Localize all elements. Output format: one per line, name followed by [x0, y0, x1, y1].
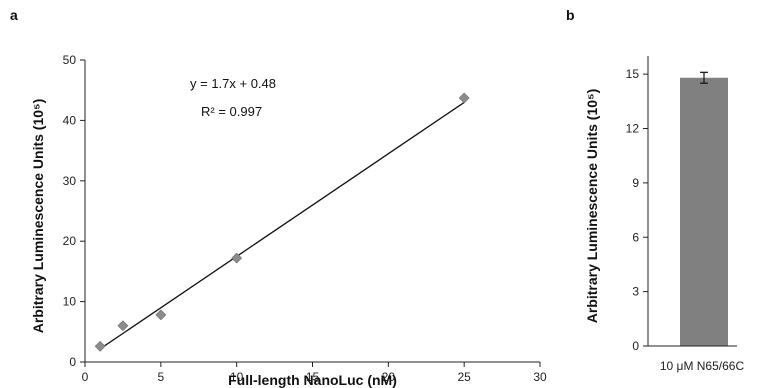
panel-a-scatter-chart: 0 10 20 30 40 50 0 5 10 15 20 25 30 y = 1.7x + 0.48… — [30, 53, 547, 388]
panel-a-points — [94, 92, 470, 352]
panel-b-y-ticks: 0 3 6 9 12 15 — [626, 67, 648, 353]
panel-a-y-tick-label: 40 — [63, 113, 77, 127]
panel-a-y-tick-label: 30 — [63, 174, 77, 188]
panel-b-category-label: 10 μM N65/66C — [660, 359, 745, 373]
panel-a-r-squared-annotation: R² = 0.997 — [201, 104, 262, 119]
panel-b-y-tick-label: 6 — [632, 230, 639, 244]
panel-a-x-tick-label: 15 — [306, 370, 320, 384]
panel-label-a: a — [10, 7, 18, 23]
panel-b-y-tick-label: 0 — [632, 339, 639, 353]
panel-a-x-ticks: 0 5 10 15 20 25 30 — [82, 362, 547, 384]
panel-b-y-tick-label: 3 — [632, 285, 639, 299]
panel-a-data-point — [117, 320, 129, 332]
panel-a-data-point — [155, 309, 167, 321]
panel-label-b: b — [566, 7, 575, 23]
panel-a-y-tick-label: 50 — [63, 53, 77, 67]
panel-a-y-tick-label: 0 — [69, 355, 76, 369]
panel-b-bar — [680, 77, 728, 346]
panel-a-x-tick-label: 25 — [457, 370, 471, 384]
panel-b-bar-chart: 0 3 6 9 12 15 10 μM N65/66C Arbitrary Lumines… — [584, 56, 744, 373]
panel-a-data-point — [231, 252, 243, 264]
panel-b-y-axis-title: Arbitrary Luminescence Units (10⁵) — [584, 89, 600, 324]
panel-a-x-tick-label: 5 — [157, 370, 164, 384]
panel-a-x-tick-label: 30 — [533, 370, 547, 384]
panel-a-x-axis-title: Full-length NanoLuc (nM) — [228, 372, 397, 388]
panel-a-x-tick-label: 10 — [230, 370, 244, 384]
panel-a-x-tick-label: 20 — [382, 370, 396, 384]
panel-a-y-ticks: 0 10 20 30 40 50 — [63, 53, 85, 369]
panel-a-equation-annotation: y = 1.7x + 0.48 — [190, 76, 276, 91]
panel-b-y-tick-label: 9 — [632, 176, 639, 190]
panel-a-y-tick-label: 20 — [63, 234, 77, 248]
panel-a-data-point — [458, 92, 470, 104]
panel-b-y-tick-label: 12 — [626, 122, 640, 136]
panel-a-trendline — [99, 101, 465, 350]
panel-a-y-axis-title: Arbitrary Luminescence Units (10⁵) — [30, 99, 46, 334]
panel-a-y-tick-label: 10 — [63, 295, 77, 309]
panel-b-y-tick-label: 15 — [626, 67, 640, 81]
panel-b-error-bar — [700, 71, 708, 84]
panel-a-data-point — [94, 340, 106, 352]
panel-a-x-tick-label: 0 — [82, 370, 89, 384]
